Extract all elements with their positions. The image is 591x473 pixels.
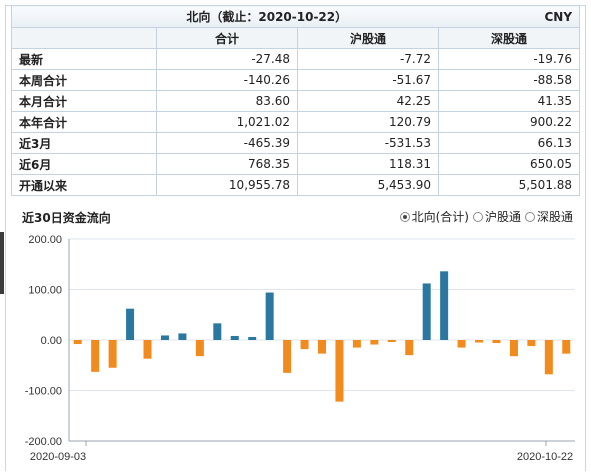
- radio-label: 沪股通: [484, 210, 521, 224]
- chart-title: 近30日资金流向: [22, 211, 111, 225]
- table-row: 近6月 768.35 118.31 650.05: [11, 153, 581, 175]
- currency-label: CNY: [438, 5, 581, 28]
- bar: [544, 340, 553, 375]
- bar: [352, 340, 361, 348]
- bar: [230, 335, 239, 340]
- row-value: -531.53: [296, 132, 440, 154]
- table-row: 最新 -27.48 -7.72 -19.76: [11, 48, 581, 70]
- table-row: 本周合计 -140.26 -51.67 -88.58: [11, 69, 581, 91]
- bar: [405, 340, 414, 356]
- table-title: 北向（截止：2020-10-22）: [10, 5, 439, 28]
- bar: [457, 340, 466, 348]
- row-value: 5,453.90: [296, 174, 440, 196]
- x-start-label: 2020-09-03: [30, 451, 86, 463]
- bar: [492, 340, 501, 344]
- row-value: 41.35: [438, 90, 581, 112]
- row-value: 5,501.88: [438, 174, 581, 196]
- radio-northbound-total[interactable]: 北向(合计): [399, 208, 469, 225]
- left-edge-handle: [0, 232, 4, 294]
- row-label: 最新: [11, 48, 157, 70]
- x-end-label: 2020-10-22: [517, 451, 573, 463]
- table-row: 开通以来 10,955.78 5,453.90 5,501.88: [11, 174, 581, 196]
- table-row: 近3月 -465.39 -531.53 66.13: [11, 132, 581, 154]
- y-tick-label: -200.00: [25, 436, 62, 448]
- bar: [562, 340, 571, 354]
- header-total: 合计: [156, 27, 298, 49]
- bar: [178, 333, 187, 340]
- bar: [143, 340, 152, 359]
- table-row: 本年合计 1,021.02 120.79 900.22: [11, 111, 581, 133]
- bar: [283, 340, 292, 373]
- bar: [387, 340, 396, 343]
- row-value: 66.13: [438, 132, 581, 154]
- bar: [475, 340, 484, 343]
- y-tick-label: -100.00: [25, 386, 62, 398]
- radio-icon: [472, 211, 483, 222]
- row-label: 开通以来: [11, 174, 157, 196]
- northbound-table: 北向（截止：2020-10-22） CNY 合计 沪股通 深股通 最新 -27.4…: [10, 5, 581, 196]
- radio-shanghai-connect[interactable]: 沪股通: [472, 208, 521, 225]
- radio-label: 深股通: [536, 210, 573, 224]
- bar: [126, 308, 135, 340]
- table-title-row: 北向（截止：2020-10-22） CNY: [10, 5, 581, 28]
- row-label: 近3月: [11, 132, 157, 154]
- radio-icon: [524, 211, 535, 222]
- radio-label: 北向(合计): [411, 210, 469, 224]
- bar: [213, 323, 222, 340]
- row-value: 120.79: [296, 111, 440, 133]
- bar: [335, 340, 344, 402]
- header-shenzhen: 深股通: [438, 27, 581, 49]
- radio-icon: [399, 211, 410, 222]
- bar: [91, 340, 100, 372]
- bar: [318, 340, 326, 354]
- bar: [265, 292, 274, 340]
- bar: [248, 336, 257, 340]
- bar: [300, 340, 309, 350]
- row-value: -19.76: [438, 48, 581, 70]
- radio-shenzhen-connect[interactable]: 深股通: [524, 208, 573, 225]
- bar: [509, 340, 518, 357]
- bar: [195, 340, 204, 357]
- bar: [160, 335, 169, 340]
- row-value: 83.60: [156, 90, 298, 112]
- row-value: -140.26: [156, 69, 298, 91]
- bar: [440, 271, 449, 340]
- series-selector: 北向(合计) 沪股通 深股通: [396, 208, 573, 225]
- header-shanghai: 沪股通: [296, 27, 440, 49]
- y-tick-label: 200.00: [28, 234, 62, 246]
- bar: [527, 340, 536, 347]
- bar: [422, 283, 431, 340]
- bar: [73, 340, 82, 345]
- y-tick-label: 100.00: [28, 285, 62, 297]
- header-empty: [11, 27, 157, 49]
- bar: [108, 340, 117, 368]
- bar: [370, 340, 379, 345]
- table-header-row: 合计 沪股通 深股通: [11, 27, 581, 49]
- y-tick-label: 0.00: [41, 335, 62, 347]
